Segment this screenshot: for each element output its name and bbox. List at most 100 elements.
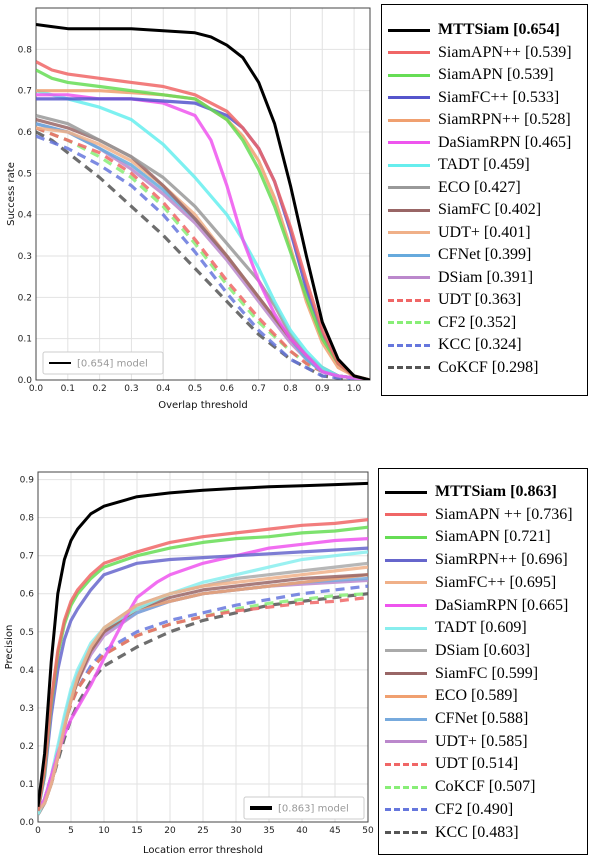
legend-label: SiamFC [0.402] [438, 201, 542, 218]
legend-swatch [388, 28, 430, 32]
legend-swatch [388, 321, 430, 324]
x-tick-label: 0.7 [252, 384, 266, 394]
precision-y-axis-label: Precision [4, 625, 15, 670]
y-tick-label: 0.3 [20, 704, 34, 714]
legend-swatch [385, 604, 427, 607]
x-tick-label: 0.6 [220, 384, 235, 394]
legend-label: SiamAPN [0.539] [438, 66, 554, 83]
legend-swatch [385, 717, 427, 721]
legend-label: SiamAPN ++ [0.736] [435, 505, 573, 523]
legend-entry: CFNet [0.399] [388, 244, 531, 266]
legend-label: SiamFC++ [0.533] [438, 88, 560, 106]
x-tick-label: 5 [68, 826, 74, 836]
legend-label: ECO [0.427] [438, 178, 521, 196]
precision-series-group [38, 481, 368, 816]
legend-entry: SiamRPN++ [0.528] [388, 109, 571, 131]
legend-label: UDT+ [0.401] [438, 223, 531, 241]
precision-plot-legend: MTTSiam [0.863] SiamAPN ++ [0.736] SiamAPN… [378, 468, 588, 855]
y-tick-label: 0.2 [20, 742, 34, 752]
series-line-siamfc [38, 565, 368, 812]
legend-label: CFNet [0.588] [435, 710, 529, 727]
legend-label: DSiam [0.391] [438, 268, 534, 286]
legend-entry: DaSiamRPN [0.665] [385, 595, 568, 617]
legend-swatch [385, 558, 427, 562]
legend-label: DaSiamRPN [0.465] [438, 133, 572, 151]
legend-entry: UDT+ [0.401] [388, 222, 531, 244]
legend-label: SiamRPN++ [0.528] [438, 111, 571, 128]
legend-entry: SiamFC++ [0.695] [385, 572, 556, 594]
series-line-mttsiam [38, 481, 368, 807]
legend-swatch [388, 51, 430, 54]
legend-swatch [388, 186, 430, 189]
x-tick-label: 35 [263, 826, 274, 836]
legend-label: TADT [0.459] [438, 156, 530, 173]
legend-swatch [385, 808, 427, 812]
legend-entry: SiamFC++ [0.533] [388, 87, 559, 109]
x-tick-label: 30 [230, 826, 242, 836]
inner-legend-label: [0.863] model [278, 804, 349, 815]
legend-label: TADT [0.609] [435, 619, 527, 637]
legend-label: UDT [0.363] [438, 291, 522, 308]
legend-swatch [385, 694, 427, 698]
legend-swatch [385, 762, 427, 766]
y-tick-label: 0.4 [18, 211, 33, 221]
y-tick-label: 0.0 [18, 376, 33, 386]
legend-entry: SiamAPN++ [0.539] [388, 42, 572, 64]
x-tick-label: 0.4 [156, 384, 171, 394]
legend-label: CF2 [0.490] [435, 800, 514, 818]
legend-label: MTTSiam [0.654] [438, 21, 560, 38]
legend-label: CoKCF [0.507] [435, 778, 536, 796]
legend-entry: DSiam [0.391] [388, 267, 533, 289]
legend-swatch [388, 118, 430, 122]
legend-label: UDT [0.514] [435, 755, 519, 773]
legend-label: SiamFC [0.599] [435, 664, 539, 682]
legend-label: KCC [0.324] [438, 336, 522, 353]
legend-swatch [385, 831, 427, 834]
legend-entry: CF2 [0.352] [388, 312, 516, 334]
legend-swatch [385, 785, 427, 789]
success-plot-panel: 0.0 0.1 0.2 0.3 0.4 0.5 0.6 0.7 0.8 0.9 1.0 0.0 0.1 0… [0, 0, 592, 420]
x-tick-label: 10 [98, 826, 110, 836]
legend-entry: KCC [0.483] [385, 822, 519, 844]
success-plot: 0.0 0.1 0.2 0.3 0.4 0.5 0.6 0.7 0.8 0.9 1.0 0.0 0.1 0… [6, 7, 371, 411]
precision-x-axis-label: Location error threshold [143, 845, 263, 856]
x-tick-label: 15 [131, 826, 142, 836]
y-tick-label: 0.0 [20, 818, 35, 828]
legend-entry: UDT [0.363] [388, 289, 521, 311]
legend-label: CoKCF [0.298] [438, 358, 539, 376]
success-series-group [36, 23, 370, 380]
legend-swatch [388, 163, 430, 167]
y-tick-label: 0.8 [18, 45, 33, 55]
y-tick-label: 0.5 [18, 169, 32, 179]
legend-swatch [388, 366, 430, 369]
x-tick-label: 0.8 [283, 384, 298, 394]
legend-entry: KCC [0.324] [388, 334, 522, 356]
legend-label: CF2 [0.352] [438, 313, 517, 331]
legend-swatch [388, 73, 430, 77]
legend-swatch [388, 343, 430, 347]
precision-plot-panel: 0 5 10 15 20 25 30 35 40 45 50 0.0 0.1 0.2 0.3 0.4 0.5 0.… [0, 460, 592, 860]
y-tick-label: 0.9 [20, 476, 35, 486]
series-line-siamapn [38, 518, 368, 811]
inner-legend-label: [0.654] model [77, 359, 148, 370]
y-tick-label: 0.1 [20, 780, 34, 790]
y-tick-label: 0.1 [18, 335, 32, 345]
success-plot-legend: MTTSiam [0.654] SiamAPN++ [0.539] SiamAPN … [381, 4, 588, 396]
legend-entry: TADT [0.459] [388, 154, 530, 176]
x-tick-label: 0.9 [315, 384, 330, 394]
legend-swatch [385, 649, 427, 653]
legend-entry: CoKCF [0.298] [388, 357, 538, 379]
y-tick-label: 0.6 [18, 128, 33, 138]
legend-label: MTTSiam [0.863] [435, 483, 557, 500]
legend-entry: ECO [0.427] [388, 177, 521, 199]
y-tick-label: 0.6 [20, 590, 35, 600]
legend-swatch [385, 626, 427, 630]
x-tick-label: 0.3 [124, 384, 138, 394]
legend-entry: MTTSiam [0.863] [385, 481, 557, 503]
x-tick-label: 0.1 [61, 384, 75, 394]
x-tick-label: 0.0 [29, 384, 44, 394]
y-tick-label: 0.8 [20, 514, 35, 524]
legend-swatch [385, 513, 427, 517]
x-tick-label: 50 [362, 826, 374, 836]
series-line-mttsiam [36, 23, 370, 380]
